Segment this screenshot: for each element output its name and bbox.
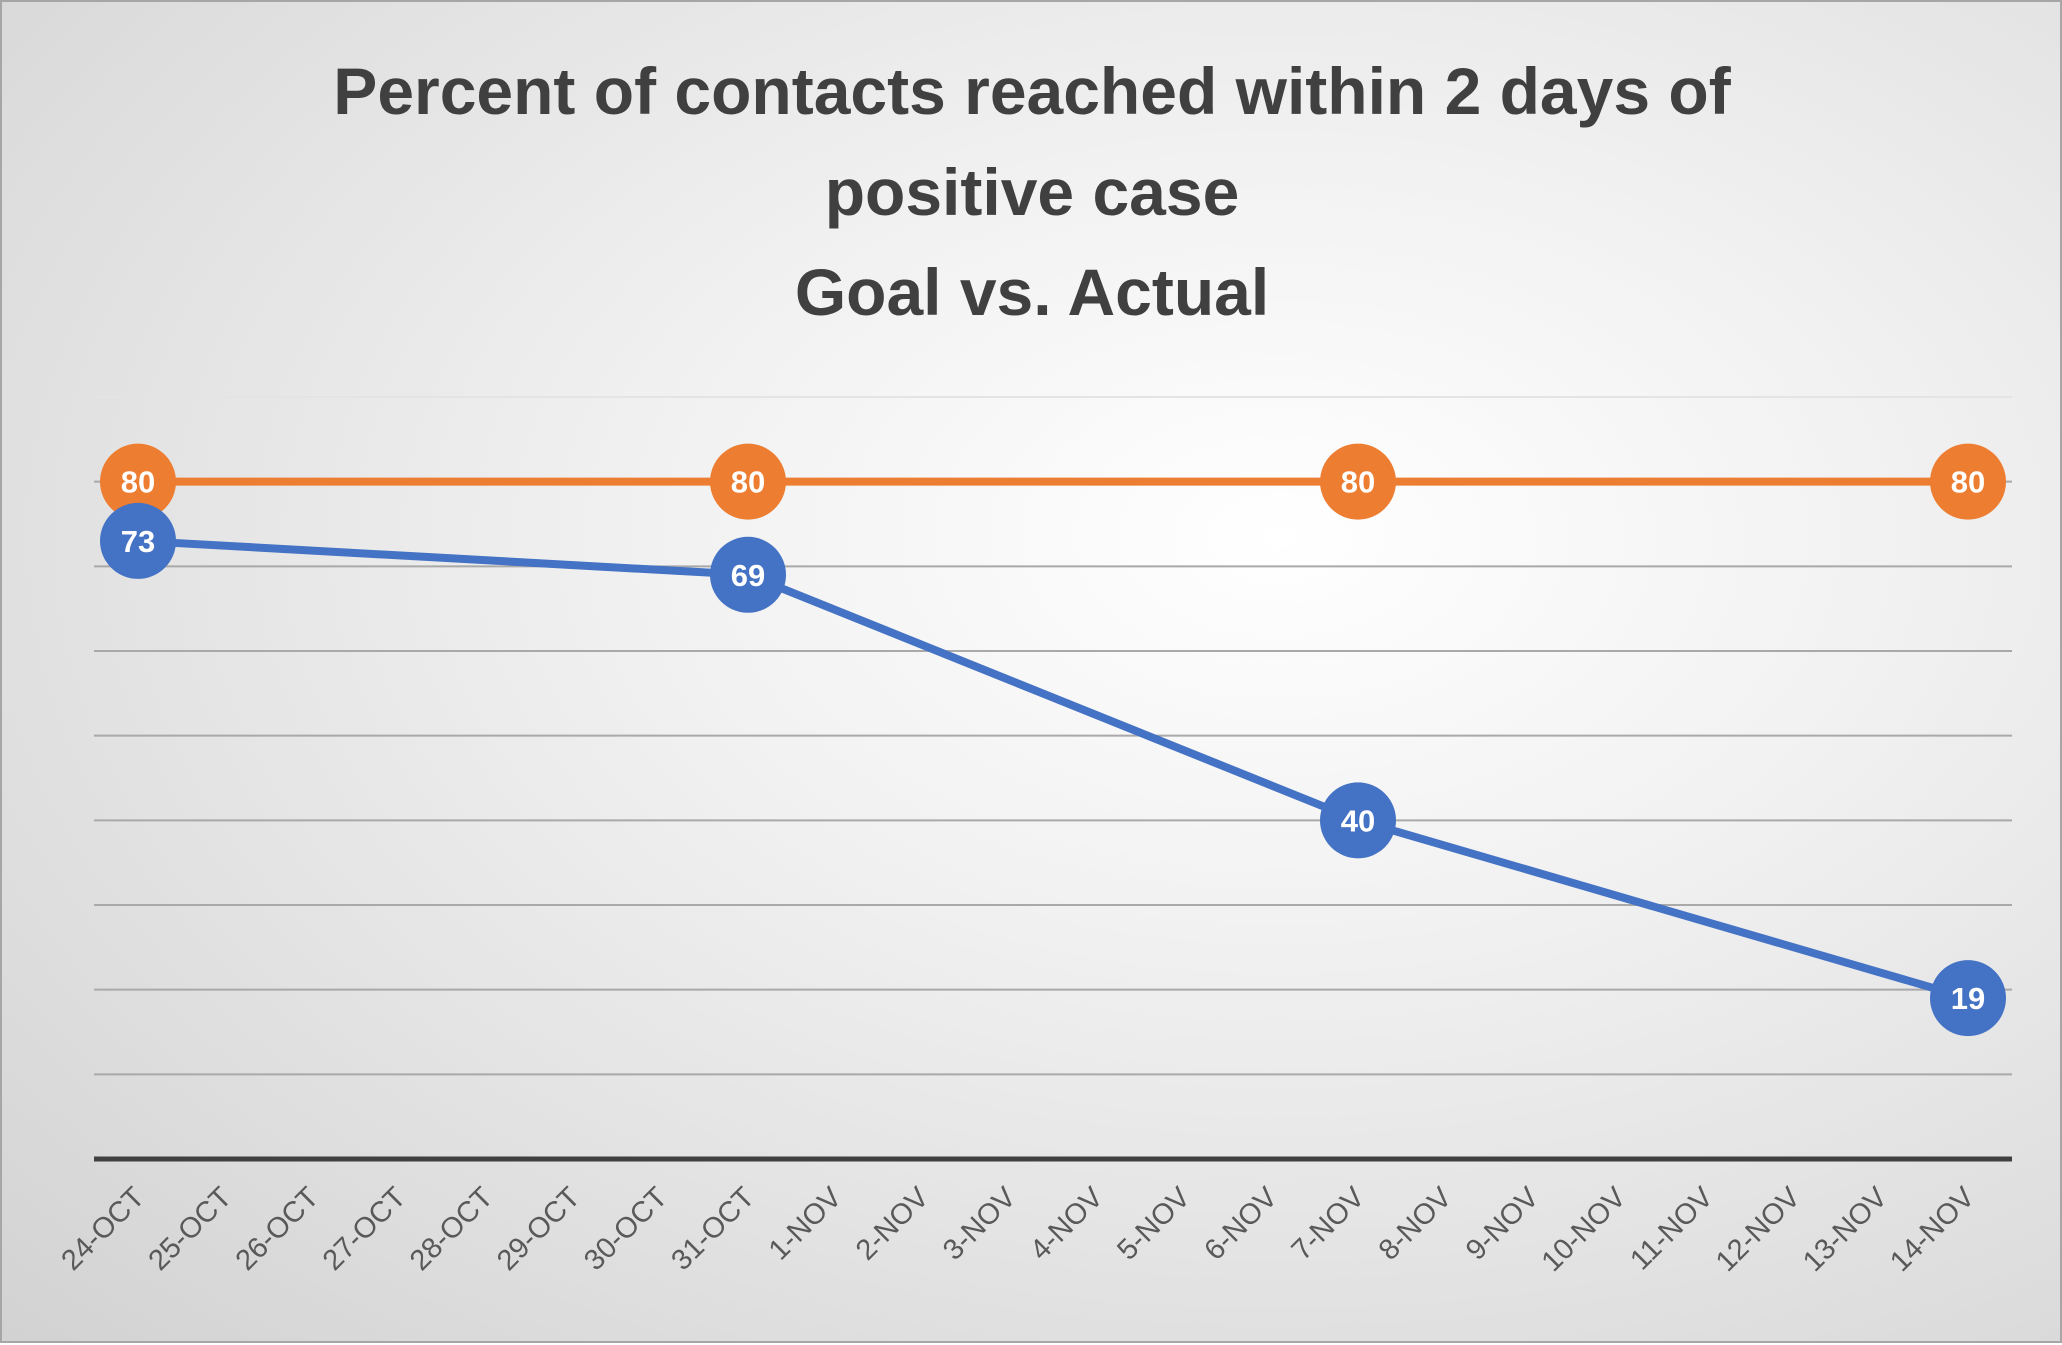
x-tick-label: 24-OCT	[55, 1181, 151, 1277]
x-tick-label: 13-NOV	[1797, 1181, 1894, 1278]
x-tick-label: 4-NOV	[1024, 1181, 1110, 1267]
data-label: 40	[1341, 803, 1375, 838]
x-tick-label: 31-OCT	[665, 1181, 761, 1277]
data-markers: 80 80 80 80 73 69 40 19	[100, 443, 2006, 1037]
x-tick-label: 3-NOV	[937, 1181, 1023, 1267]
data-label: 73	[121, 524, 155, 559]
x-tick-label: 2-NOV	[850, 1181, 936, 1267]
data-label: 80	[1951, 465, 1985, 500]
x-tick-label: 29-OCT	[491, 1181, 587, 1277]
data-label: 80	[1341, 465, 1375, 500]
x-tick-label: 27-OCT	[317, 1181, 413, 1277]
data-label: 69	[731, 558, 765, 593]
data-point	[1320, 443, 1396, 520]
data-point	[100, 502, 176, 579]
x-tick-label: 25-OCT	[143, 1181, 239, 1277]
x-tick-label: 14-NOV	[1884, 1181, 1981, 1278]
data-label: 19	[1951, 981, 1985, 1016]
data-point	[100, 443, 176, 520]
series-line	[137, 536, 1970, 1002]
x-tick-label: 5-NOV	[1111, 1181, 1197, 1267]
chart-title-line-3: Goal vs. Actual	[795, 255, 1269, 329]
x-tick-label: 1-NOV	[763, 1181, 849, 1267]
x-tick-label: 6-NOV	[1199, 1181, 1285, 1267]
x-tick-label: 10-NOV	[1536, 1181, 1633, 1278]
x-axis: 24-OCT25-OCT26-OCT27-OCT28-OCT29-OCT30-O…	[55, 1156, 2012, 1278]
x-tick-label: 11-NOV	[1624, 1181, 1720, 1277]
data-point	[1930, 960, 2006, 1037]
series-lines	[137, 477, 1970, 1002]
data-point	[710, 443, 786, 520]
data-label: 80	[121, 465, 155, 500]
x-tick-label: 7-NOV	[1286, 1181, 1372, 1267]
data-label: 80	[731, 465, 765, 500]
x-tick-label: 28-OCT	[404, 1181, 500, 1277]
x-tick-label: 12-NOV	[1710, 1181, 1807, 1278]
data-point	[1320, 782, 1396, 859]
x-tick-label: 30-OCT	[578, 1181, 674, 1277]
x-tick-label: 9-NOV	[1460, 1181, 1546, 1267]
chart-title-line-1: Percent of contacts reached within 2 day…	[333, 54, 1731, 128]
x-tick-label: 26-OCT	[230, 1181, 326, 1277]
chart-title-line-2: positive case	[825, 155, 1240, 229]
data-point	[1930, 443, 2006, 520]
data-point	[710, 536, 786, 613]
x-tick-label: 8-NOV	[1373, 1181, 1459, 1267]
gridlines	[94, 396, 2012, 1076]
